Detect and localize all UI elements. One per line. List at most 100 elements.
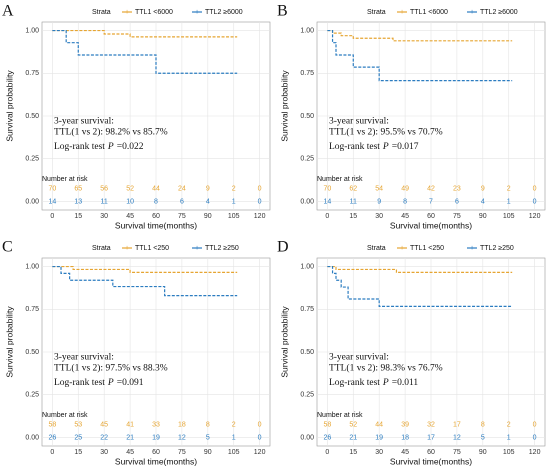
annotation: TTL(1 vs 2): 98.3% vs 76.7% xyxy=(329,362,443,373)
legend-label: TTL1 <6000 xyxy=(410,9,448,16)
x-tick-label: 90 xyxy=(204,213,212,220)
logrank-part: Log-rank test xyxy=(329,378,380,388)
x-tick-label: 120 xyxy=(529,213,541,220)
risk-title: Number at risk xyxy=(42,176,88,183)
legend-plus: + xyxy=(470,245,474,252)
logrank-part: P xyxy=(107,142,114,152)
y-tick-label: 0.25 xyxy=(300,156,314,163)
at-risk-count: 19 xyxy=(375,434,383,441)
at-risk-count: 4 xyxy=(481,198,485,205)
x-tick-label: 75 xyxy=(453,213,461,220)
legend-label: TTL2 ≥250 xyxy=(205,245,239,252)
x-tick-label: 15 xyxy=(74,449,82,456)
at-risk-count: 33 xyxy=(152,421,160,428)
legend-label: TTL2 ≥6000 xyxy=(205,9,243,16)
logrank-part: P xyxy=(382,378,389,388)
at-risk-count: 0 xyxy=(533,185,537,192)
legend-title: Strata xyxy=(92,245,111,252)
panel: 0 15 30 45 60 75 90 105 1200.000.250.500.751.00S… xyxy=(2,3,271,230)
at-risk-count: 8 xyxy=(206,421,210,428)
at-risk-count: 56 xyxy=(100,185,108,192)
x-tick-label: 15 xyxy=(349,213,357,220)
annotation: 3-year survival: xyxy=(329,116,389,126)
at-risk-count: 25 xyxy=(74,434,82,441)
legend-label: TTL1 <250 xyxy=(135,245,169,252)
y-axis-label: Survival probability xyxy=(279,306,289,378)
panel-label: C xyxy=(2,239,13,256)
panel: 0 15 30 45 60 75 90 105 1200.000.250.500.751.00S… xyxy=(277,239,546,466)
at-risk-count: 14 xyxy=(48,198,56,205)
y-tick-label: 0.00 xyxy=(300,434,314,441)
y-tick-label: 0.75 xyxy=(25,306,39,313)
legend-label: TTL2 ≥250 xyxy=(480,245,514,252)
legend-title: Strata xyxy=(367,245,386,252)
x-tick-label: 75 xyxy=(178,213,186,220)
at-risk-count: 49 xyxy=(401,185,409,192)
x-axis-label: Survival time(months) xyxy=(115,220,197,230)
survival-curve xyxy=(52,265,238,273)
x-tick-label: 60 xyxy=(427,213,435,220)
at-risk-count: 12 xyxy=(178,434,186,441)
y-tick-label: 1.00 xyxy=(25,263,39,270)
legend-plus: + xyxy=(470,9,474,16)
annotation: TTL(1 vs 2): 95.5% vs 70.7% xyxy=(329,126,443,137)
legend-plus: + xyxy=(125,245,129,252)
y-axis-label: Survival probability xyxy=(4,70,14,142)
at-risk-count: 18 xyxy=(401,434,409,441)
x-axis-label: Survival time(months) xyxy=(115,456,197,466)
x-tick-label: 15 xyxy=(74,213,82,220)
y-tick-label: 0.50 xyxy=(300,349,314,356)
annotation: 3-year survival: xyxy=(54,116,114,126)
at-risk-count: 1 xyxy=(507,198,511,205)
x-tick-label: 105 xyxy=(503,213,515,220)
at-risk-count: 26 xyxy=(48,434,56,441)
survival-curve xyxy=(52,265,238,297)
at-risk-count: 23 xyxy=(453,185,461,192)
x-tick-label: 0 xyxy=(50,449,54,456)
legend-label: TTL2 ≥6000 xyxy=(480,9,518,16)
legend-title: Strata xyxy=(92,9,111,16)
survival-curve xyxy=(327,29,513,82)
y-tick-label: 1.00 xyxy=(25,27,39,34)
logrank: Log-rank test P =0.017 xyxy=(329,142,419,152)
logrank-part: =0.022 xyxy=(117,142,144,152)
at-risk-count: 1 xyxy=(232,198,236,205)
at-risk-count: 0 xyxy=(533,421,537,428)
x-tick-label: 75 xyxy=(178,449,186,456)
panel: 0 15 30 45 60 75 90 105 1200.000.250.500.751.00S… xyxy=(2,239,271,466)
at-risk-count: 39 xyxy=(401,421,409,428)
at-risk-count: 0 xyxy=(258,185,262,192)
at-risk-count: 11 xyxy=(101,198,108,205)
at-risk-count: 54 xyxy=(375,185,383,192)
x-tick-label: 60 xyxy=(427,449,435,456)
y-tick-label: 0.75 xyxy=(25,70,39,77)
at-risk-count: 11 xyxy=(350,198,357,205)
x-tick-label: 15 xyxy=(349,449,357,456)
x-tick-label: 30 xyxy=(375,213,383,220)
x-axis-label: Survival time(months) xyxy=(390,220,472,230)
logrank-part: =0.017 xyxy=(392,142,419,152)
logrank-part: Log-rank test xyxy=(329,142,380,152)
y-tick-label: 0.25 xyxy=(25,392,39,399)
x-tick-label: 90 xyxy=(479,449,487,456)
panel-label: D xyxy=(277,239,289,256)
risk-title: Number at risk xyxy=(42,412,88,419)
at-risk-count: 5 xyxy=(481,434,485,441)
at-risk-count: 70 xyxy=(323,185,331,192)
x-tick-label: 30 xyxy=(100,213,108,220)
at-risk-count: 13 xyxy=(74,198,82,205)
at-risk-count: 45 xyxy=(100,421,108,428)
legend-plus: + xyxy=(125,9,129,16)
at-risk-count: 9 xyxy=(377,198,381,205)
at-risk-count: 62 xyxy=(349,185,357,192)
x-tick-label: 45 xyxy=(401,449,409,456)
legend-plus: + xyxy=(400,9,404,16)
panel-label: A xyxy=(2,3,14,20)
y-tick-label: 0.25 xyxy=(300,392,314,399)
at-risk-count: 0 xyxy=(533,198,537,205)
survival-curve xyxy=(52,29,238,38)
at-risk-count: 1 xyxy=(507,434,511,441)
y-tick-label: 0.75 xyxy=(300,306,314,313)
at-risk-count: 4 xyxy=(206,198,210,205)
logrank-part: =0.091 xyxy=(117,378,144,388)
